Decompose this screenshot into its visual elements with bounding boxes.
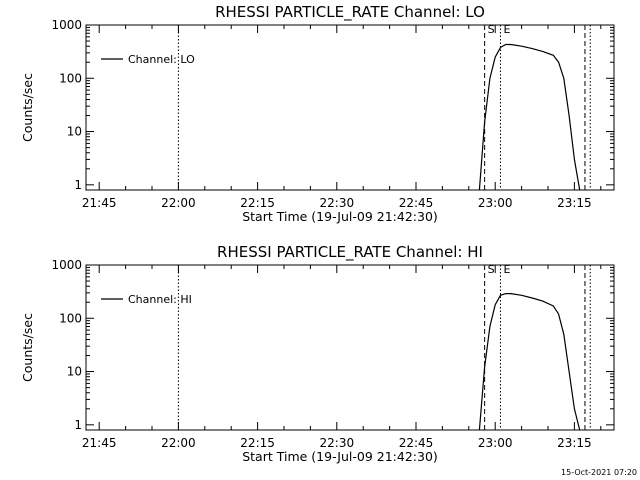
y-tick-label: 10 [67, 125, 82, 139]
chart-title: RHESSI PARTICLE_RATE Channel: HI [217, 243, 483, 262]
y-tick-label: 100 [59, 71, 82, 85]
y-tick-label: 1 [74, 418, 82, 432]
x-axis-label: Start Time (19-Jul-09 21:42:30) [242, 449, 438, 464]
y-axis-label: Counts/sec [20, 313, 35, 382]
y-tick-label: 1000 [51, 18, 82, 32]
x-tick-label: 22:15 [240, 196, 275, 210]
x-tick-label: 23:15 [557, 436, 592, 450]
y-axis-label: Counts/sec [20, 73, 35, 142]
x-axis-label: Start Time (19-Jul-09 21:42:30) [242, 209, 438, 224]
x-tick-label: 22:45 [399, 436, 434, 450]
x-tick-label: 21:45 [82, 196, 117, 210]
legend-label: Channel: HI [128, 293, 192, 306]
x-tick-label: 22:00 [161, 436, 196, 450]
legend-label: Channel: LO [128, 53, 195, 66]
chart-title: RHESSI PARTICLE_RATE Channel: LO [215, 3, 485, 22]
y-tick-label: 100 [59, 311, 82, 325]
marker-label: S [488, 23, 495, 36]
x-tick-label: 22:00 [161, 196, 196, 210]
series-line [478, 293, 581, 431]
marker-label: E [503, 263, 510, 276]
marker-label: S [488, 263, 495, 276]
y-tick-label: 1 [74, 178, 82, 192]
x-tick-label: 22:30 [320, 436, 355, 450]
y-tick-label: 1000 [51, 258, 82, 272]
plot-frame [85, 264, 615, 431]
x-tick-label: 22:45 [399, 196, 434, 210]
x-tick-label: 22:30 [320, 196, 355, 210]
footer-timestamp: 15-Oct-2021 07:20 [561, 468, 637, 477]
lo-channel-panel: RHESSI PARTICLE_RATE Channel: LO 21:45 22:… [20, 3, 615, 224]
marker-label: E [503, 23, 510, 36]
series-line [478, 43, 581, 191]
x-tick-label: 21:45 [82, 436, 117, 450]
plot-frame [85, 24, 615, 191]
x-tick-label: 23:00 [478, 436, 513, 450]
x-tick-label: 23:00 [478, 196, 513, 210]
hi-channel-panel: RHESSI PARTICLE_RATE Channel: HI 21:45 22:… [20, 243, 615, 464]
x-tick-label: 23:15 [557, 196, 592, 210]
x-tick-label: 22:15 [240, 436, 275, 450]
y-tick-label: 10 [67, 365, 82, 379]
